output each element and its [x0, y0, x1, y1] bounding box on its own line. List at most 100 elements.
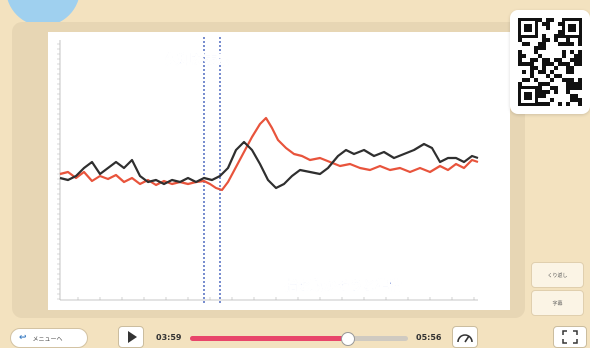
qr-module	[578, 62, 582, 66]
qr-module	[558, 58, 562, 62]
qr-module	[546, 90, 550, 94]
qr-module	[566, 38, 570, 42]
qr-module	[542, 42, 546, 46]
qr-module	[550, 98, 554, 102]
qr-module	[526, 78, 530, 82]
qr-module	[574, 82, 578, 86]
qr-module	[554, 34, 558, 38]
qr-module	[554, 66, 558, 70]
qr-module	[538, 86, 542, 90]
qr-module	[538, 90, 542, 94]
repeat-button[interactable]: くり返し	[531, 262, 584, 288]
qr-module	[566, 70, 570, 74]
qr-module	[566, 90, 570, 94]
qr-module	[546, 22, 550, 26]
qr-module	[566, 82, 570, 86]
qr-module	[534, 46, 538, 50]
qr-finder	[524, 92, 532, 100]
y-axis	[57, 40, 61, 300]
qr-module	[526, 42, 530, 46]
qr-module	[522, 42, 526, 46]
qr-module	[534, 78, 538, 82]
qr-module	[542, 22, 546, 26]
qr-module	[558, 30, 562, 34]
qr-module	[542, 102, 546, 106]
play-icon	[127, 331, 137, 343]
qr-module	[546, 38, 550, 42]
qr-module	[522, 70, 526, 74]
fullscreen-button[interactable]	[553, 326, 587, 348]
qr-module	[570, 50, 574, 54]
qr-module	[534, 66, 538, 70]
qr-module	[578, 58, 582, 62]
qr-module	[550, 78, 554, 82]
qr-module	[566, 62, 570, 66]
fullscreen-icon	[562, 330, 578, 344]
qr-module	[554, 74, 558, 78]
menu-button-label: メニューへ	[32, 335, 63, 343]
qr-module	[570, 82, 574, 86]
qr-module	[574, 58, 578, 62]
qr-module	[546, 82, 550, 86]
qr-module	[558, 42, 562, 46]
qr-module	[578, 42, 582, 46]
menu-button[interactable]: ↩ メニューへ	[10, 328, 88, 348]
qr-module	[542, 38, 546, 42]
qr-module	[558, 102, 562, 106]
qr-module	[550, 70, 554, 74]
qr-module	[538, 94, 542, 98]
video-frame[interactable]: 矢印が表示 指を動かそうと準備	[48, 32, 510, 310]
qr-module	[566, 102, 570, 106]
qr-module	[526, 62, 530, 66]
qr-module	[578, 54, 582, 58]
qr-module	[542, 62, 546, 66]
qr-module	[538, 18, 542, 22]
qr-module	[570, 98, 574, 102]
qr-module	[538, 70, 542, 74]
qr-module	[578, 50, 582, 54]
qr-module	[522, 78, 526, 82]
qr-module	[546, 102, 550, 106]
seek-bar[interactable]	[190, 332, 408, 346]
qr-module	[554, 90, 558, 94]
qr-module	[518, 62, 522, 66]
qr-module	[558, 62, 562, 66]
qr-module	[570, 66, 574, 70]
qr-module	[542, 82, 546, 86]
qr-module	[530, 62, 534, 66]
qr-module	[562, 50, 566, 54]
caption-prepare-finger: 指を動かそうと準備	[284, 278, 401, 294]
speed-button[interactable]	[452, 326, 478, 348]
subtitle-button[interactable]: 字幕	[531, 290, 584, 316]
qr-module	[542, 58, 546, 62]
qr-module	[558, 74, 562, 78]
play-button[interactable]	[118, 326, 144, 348]
qr-module	[574, 98, 578, 102]
qr-module	[518, 82, 522, 86]
qr-module	[558, 34, 562, 38]
qr-code[interactable]	[510, 10, 590, 114]
qr-module	[554, 58, 558, 62]
qr-module	[542, 66, 546, 70]
seek-thumb[interactable]	[340, 332, 355, 346]
qr-module	[578, 86, 582, 90]
qr-module	[542, 46, 546, 50]
caption-arrow-shown: 矢印が表示	[165, 52, 230, 68]
qr-module	[570, 78, 574, 82]
qr-module	[578, 102, 582, 106]
seek-bar-progress	[190, 336, 347, 341]
qr-module	[546, 18, 550, 22]
speed-gauge-icon	[457, 334, 473, 343]
qr-module	[562, 78, 566, 82]
qr-module	[566, 86, 570, 90]
waveform-plot: 矢印が表示 指を動かそうと準備	[57, 37, 479, 304]
x-axis	[60, 297, 478, 301]
qr-module	[574, 54, 578, 58]
qr-module	[574, 94, 578, 98]
qr-module	[538, 102, 542, 106]
qr-module	[578, 82, 582, 86]
qr-module	[554, 86, 558, 90]
elapsed-time: 03:59	[156, 333, 182, 342]
qr-module	[518, 50, 522, 54]
